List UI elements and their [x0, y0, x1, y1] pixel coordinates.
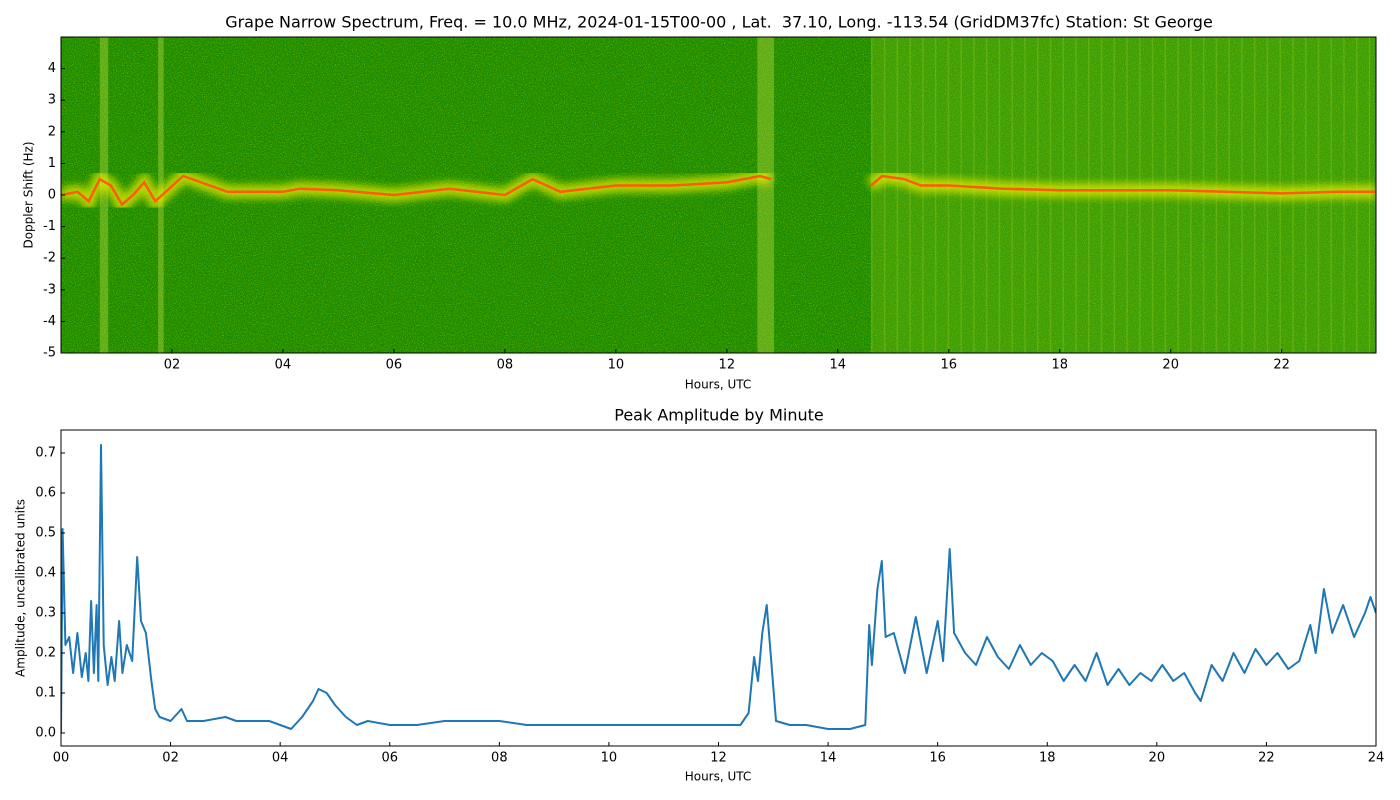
x-tick-label: 02: [162, 751, 179, 766]
x-tick-label: 14: [820, 751, 837, 766]
x-tick-label: 12: [719, 358, 736, 373]
y-tick-label: -1: [43, 219, 56, 234]
interference-band: [909, 37, 911, 353]
y-tick-label: 2: [48, 124, 56, 139]
interference-band: [985, 37, 988, 353]
y-axis-label: Doppler Shift (Hz): [22, 141, 36, 248]
y-tick-label: -2: [43, 251, 56, 266]
y-tick-label: 0.4: [35, 566, 56, 581]
x-tick-label: 22: [1258, 751, 1275, 766]
y-tick-label: 0.1: [35, 686, 56, 701]
x-tick-label: 18: [1051, 358, 1068, 373]
y-tick-label: 3: [48, 93, 56, 108]
x-tick-label: 06: [386, 358, 403, 373]
x-tick-label: 14: [830, 358, 847, 373]
interference-band: [883, 37, 886, 353]
spectrogram-area: [61, 37, 1376, 353]
x-tick-label: 16: [929, 751, 946, 766]
x-axis-label: Hours, UTC: [685, 378, 752, 392]
y-tick-label: 1: [48, 156, 56, 171]
doppler-trace: [61, 174, 1376, 207]
interference-band: [973, 37, 975, 353]
x-tick-label: 20: [1149, 751, 1166, 766]
x-tick-label: 10: [601, 751, 618, 766]
x-tick-label: 06: [381, 751, 398, 766]
x-tick-label: 22: [1273, 358, 1290, 373]
interference-band: [896, 37, 899, 353]
chart-title: Peak Amplitude by Minute: [614, 406, 824, 425]
y-tick-label: 4: [48, 61, 56, 76]
y-tick-label: 0: [48, 188, 56, 203]
y-tick-label: 0.2: [35, 646, 56, 661]
x-tick-label: 08: [491, 751, 508, 766]
chart-title: Grape Narrow Spectrum, Freq. = 10.0 MHz,…: [225, 13, 1213, 32]
x-tick-label: 12: [710, 751, 727, 766]
x-tick-label: 20: [1162, 358, 1179, 373]
interference-band: [922, 37, 924, 353]
x-tick-label: 18: [1039, 751, 1056, 766]
axes-frame: [60, 429, 1377, 747]
interference-band: [934, 37, 937, 353]
x-tick-label: 04: [275, 358, 292, 373]
amplitude-line: [61, 444, 1376, 734]
x-tick-label: 00: [53, 751, 70, 766]
y-tick-label: 0.6: [35, 486, 56, 501]
interference-band: [757, 37, 774, 353]
plot-area: [61, 444, 1376, 734]
x-tick-label: 08: [497, 358, 514, 373]
y-tick-label: -3: [43, 282, 56, 297]
x-tick-label: 04: [272, 751, 289, 766]
x-tick-label: 02: [164, 358, 181, 373]
interference-band: [947, 37, 950, 353]
interference-band: [99, 37, 109, 353]
interference-band: [960, 37, 962, 353]
y-tick-label: -4: [43, 314, 56, 329]
y-tick-label: 0.5: [35, 526, 56, 541]
x-axis-label: Hours, UTC: [685, 770, 752, 784]
x-tick-label: 16: [940, 358, 957, 373]
x-tick-label: 24: [1368, 751, 1385, 766]
y-tick-label: 0.7: [35, 446, 56, 461]
y-tick-label: 0.0: [35, 726, 56, 741]
interference-band: [871, 37, 873, 353]
y-tick-label: -5: [43, 346, 56, 361]
x-tick-label: 10: [608, 358, 625, 373]
y-axis-label: Amplitude, uncalibrated units: [14, 499, 28, 677]
y-tick-label: 0.3: [35, 606, 56, 621]
